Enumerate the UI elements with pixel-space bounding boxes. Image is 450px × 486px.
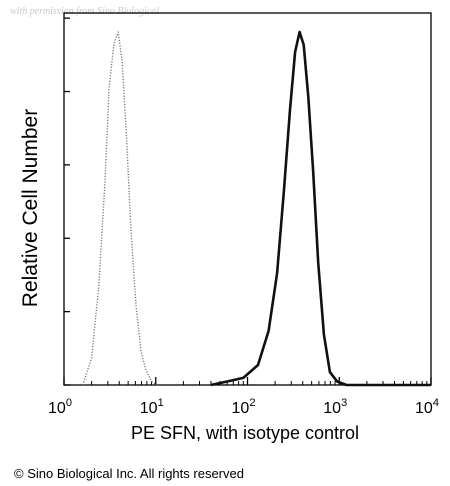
watermark-text: with permission from Sino Biological xyxy=(10,6,160,17)
x-tick-label: 100 xyxy=(48,397,72,417)
plot-frame xyxy=(63,12,432,386)
x-tick-label-exponent: 4 xyxy=(433,397,439,409)
x-tick-label-exponent: 0 xyxy=(66,397,72,409)
x-tick-label-exponent: 3 xyxy=(341,397,347,409)
x-tick-label: 104 xyxy=(415,397,439,417)
series-layer xyxy=(82,30,431,387)
copyright-notice: © Sino Biological Inc. All rights reserv… xyxy=(14,466,244,481)
y-axis-label: Relative Cell Number xyxy=(19,108,42,308)
x-tick-label: 103 xyxy=(323,397,347,417)
pe-sfn-curve xyxy=(210,30,431,387)
x-axis-label: PE SFN, with isotype control xyxy=(130,423,360,443)
x-tick-label-exponent: 2 xyxy=(249,397,255,409)
x-tick-label: 102 xyxy=(232,397,256,417)
x-tick-label-base: 10 xyxy=(140,400,158,417)
y-axis-ticks xyxy=(64,17,70,386)
x-tick-label-exponent: 1 xyxy=(158,397,164,409)
x-tick-label-base: 10 xyxy=(48,400,66,417)
x-axis-ticks: 100 101 102 103 104 xyxy=(48,377,439,417)
x-tick-label-base: 10 xyxy=(323,400,341,417)
x-tick-label: 101 xyxy=(140,397,164,417)
x-tick-label-base: 10 xyxy=(232,400,250,417)
x-tick-label-base: 10 xyxy=(415,400,433,417)
isotype-control-curve xyxy=(82,31,159,386)
